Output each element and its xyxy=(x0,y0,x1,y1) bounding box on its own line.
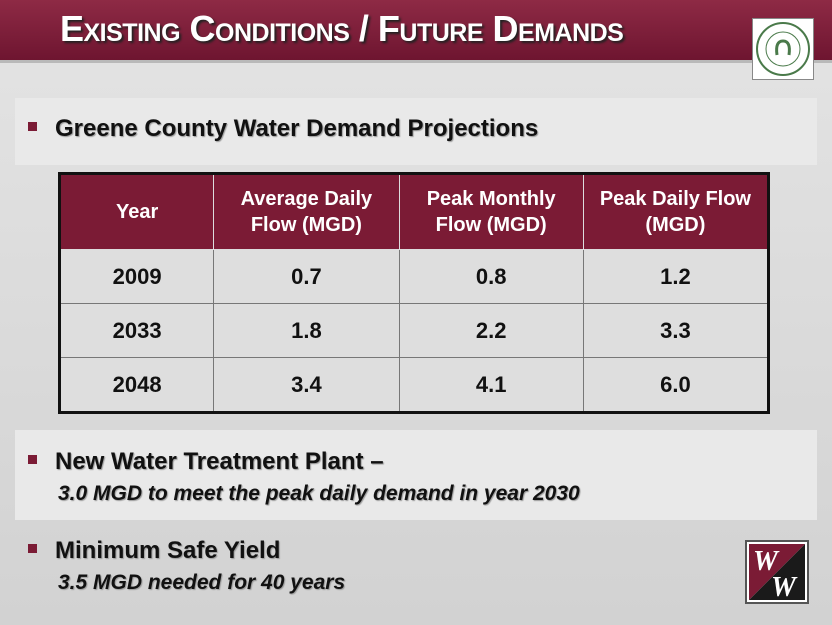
column-header: Peak Monthly Flow (MGD) xyxy=(398,173,584,250)
table-cell: 2009 xyxy=(58,249,215,304)
table-cell: 0.8 xyxy=(398,249,584,304)
table-body: 2009 0.7 0.8 1.2 2033 1.8 2.2 3.3 2048 3.4 4.1 6.0 xyxy=(58,249,770,413)
logo-letter: W xyxy=(753,546,780,577)
bullet-detail: 3.0 MGD to meet the peak daily demand in… xyxy=(58,482,580,505)
table-cell: 0.7 xyxy=(213,249,400,304)
bullet-text: New Water Treatment Plant – xyxy=(55,448,384,475)
table-cell: 3.3 xyxy=(582,303,770,358)
table-cell: 6.0 xyxy=(582,357,770,413)
header-row: Year Average Daily Flow (MGD) Peak Monthly… xyxy=(58,173,770,250)
table-cell: 2033 xyxy=(58,303,215,358)
section-box xyxy=(15,98,817,165)
table-row: 2009 0.7 0.8 1.2 xyxy=(58,249,770,304)
brand-logo: W W xyxy=(745,540,809,604)
column-header: Year xyxy=(58,173,215,250)
table-row: 2033 1.8 2.2 3.3 xyxy=(58,303,770,358)
bullet xyxy=(28,544,37,553)
bullet-text: Greene County Water Demand Projections xyxy=(55,115,539,142)
table-cell: 2048 xyxy=(58,357,215,413)
seal-inner xyxy=(765,31,801,67)
table-cell: 3.4 xyxy=(213,357,400,413)
bullet-text: Minimum Safe Yield xyxy=(55,537,281,564)
county-seal xyxy=(752,18,814,80)
bullet xyxy=(28,122,37,131)
logo-letter: W xyxy=(771,572,798,603)
seal-horseshoe xyxy=(775,39,791,56)
seal-ring xyxy=(756,22,810,76)
column-header: Peak Daily Flow (MGD) xyxy=(582,173,770,250)
table-cell: 2.2 xyxy=(398,303,584,358)
table-row: 2048 3.4 4.1 6.0 xyxy=(58,357,770,413)
bullet xyxy=(28,455,37,464)
table-cell: 1.8 xyxy=(213,303,400,358)
logo-fill xyxy=(749,544,805,600)
section-box xyxy=(15,430,817,520)
table-cell: 4.1 xyxy=(398,357,584,413)
banner xyxy=(0,0,832,63)
bullet-detail: 3.5 MGD needed for 40 years xyxy=(58,571,346,594)
slide-title: Existing Conditions / Future Demands xyxy=(60,8,624,49)
demand-table: Year Average Daily Flow (MGD) Peak Monthly… xyxy=(58,172,770,414)
column-header: Average Daily Flow (MGD) xyxy=(213,173,400,250)
table-cell: 1.2 xyxy=(582,249,770,304)
